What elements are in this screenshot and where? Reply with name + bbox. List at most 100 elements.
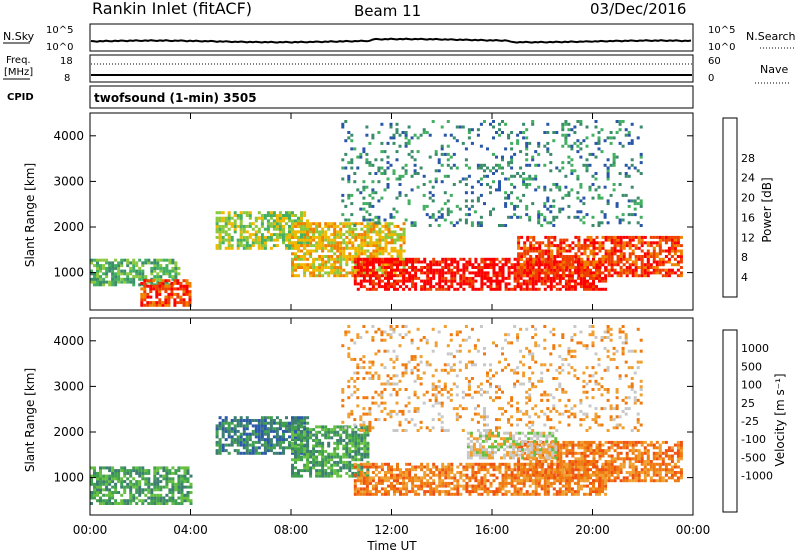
heatmap-cell (384, 285, 387, 289)
heatmap-cell (297, 433, 300, 437)
heatmap-cell (423, 471, 427, 474)
heatmap-cell (592, 255, 596, 258)
heatmap-cell (441, 268, 445, 272)
heatmap-cell (161, 301, 165, 305)
heatmap-cell (622, 263, 626, 267)
heatmap-cell (646, 266, 650, 269)
heatmap-cell (333, 447, 337, 451)
heatmap-cell (510, 271, 514, 275)
heatmap-cell (456, 465, 460, 469)
heatmap-cell (601, 490, 604, 494)
heatmap-cell (467, 207, 471, 211)
heatmap-cell (468, 479, 472, 483)
heatmap-cell (360, 433, 364, 437)
heatmap-cell (532, 473, 536, 477)
heatmap-cell (639, 202, 643, 206)
heatmap-cell (618, 218, 622, 222)
heatmap-cell (634, 255, 638, 258)
heatmap-cell (416, 136, 420, 140)
heatmap-cell (300, 222, 303, 226)
heatmap-cell (306, 263, 310, 267)
heatmap-cell (585, 125, 589, 129)
heatmap-cell (387, 462, 390, 466)
heatmap-cell (141, 502, 145, 505)
heatmap-cell (538, 249, 542, 253)
heatmap-cell (559, 263, 563, 267)
heatmap-cell (598, 266, 602, 269)
heatmap-cell (556, 271, 560, 275)
heatmap-cell (580, 263, 584, 267)
heatmap-cell (156, 469, 160, 473)
heatmap-cell (291, 458, 294, 462)
heatmap-cell (327, 444, 331, 448)
heatmap-cell (350, 133, 354, 137)
heatmap-cell (495, 155, 498, 159)
heatmap-cell (330, 246, 334, 250)
heatmap-cell (291, 433, 294, 437)
heatmap-cell (658, 257, 662, 261)
heatmap-cell (368, 263, 372, 267)
heatmap-cell (410, 174, 414, 178)
heatmap-cell (152, 284, 156, 288)
heatmap-cell (597, 185, 601, 189)
heatmap-cell (144, 493, 148, 497)
heatmap-cell (371, 266, 375, 269)
heatmap-cell (383, 188, 387, 192)
heatmap-cell (444, 279, 448, 283)
heatmap-cell (619, 252, 623, 256)
heatmap-cell (159, 499, 163, 503)
heatmap-cell (543, 188, 547, 192)
heatmap-cell (411, 481, 415, 485)
heatmap-cell (550, 266, 554, 269)
heatmap-cell (230, 238, 234, 242)
heatmap-cell (565, 263, 569, 267)
heatmap-cell (474, 487, 478, 491)
heatmap-cell (336, 230, 340, 234)
heatmap-cell (414, 285, 418, 289)
heatmap-cell (513, 490, 517, 494)
heatmap-cell (245, 424, 249, 428)
heatmap-cell (275, 421, 279, 425)
heatmap-cell (618, 221, 622, 225)
heatmap-cell (495, 263, 499, 267)
heatmap-cell (359, 152, 363, 156)
heatmap-cell (351, 271, 355, 275)
heatmap-cell (396, 279, 399, 283)
heatmap-cell (123, 269, 127, 273)
heatmap-cell (504, 204, 508, 208)
heatmap-cell (658, 246, 662, 250)
heatmap-cell (297, 266, 300, 269)
heatmap-cell (111, 272, 115, 276)
heatmap-cell (318, 441, 322, 445)
heatmap-cell (330, 268, 334, 272)
heatmap-cell (579, 155, 583, 159)
heatmap-cell (102, 466, 106, 470)
heatmap-cell (263, 424, 267, 428)
heatmap-cell (559, 451, 563, 455)
heatmap-cell (547, 249, 551, 253)
heatmap-cell (173, 298, 177, 302)
heatmap-cell (360, 455, 364, 459)
heatmap-cell (537, 221, 541, 225)
heatmap-cell (251, 440, 255, 444)
heatmap-cell (529, 274, 533, 278)
heatmap-cell (646, 268, 650, 272)
heatmap-cell (601, 287, 604, 291)
heatmap-cell (315, 433, 319, 437)
heatmap-cell (453, 274, 457, 278)
heatmap-cell (99, 480, 102, 484)
heatmap-cell (576, 177, 580, 181)
heatmap-cell (553, 266, 557, 269)
heatmap-cell (546, 285, 550, 289)
heatmap-cell (387, 260, 390, 264)
heatmap-cell (531, 490, 535, 494)
heatmap-cell (102, 477, 106, 481)
heatmap-cell (176, 287, 180, 291)
heatmap-cell (306, 469, 310, 473)
heatmap-cell (315, 430, 319, 434)
heatmap-cell (559, 255, 563, 258)
heatmap-cell (526, 476, 530, 480)
heatmap-cell (447, 266, 451, 269)
heatmap-cell (407, 152, 411, 156)
